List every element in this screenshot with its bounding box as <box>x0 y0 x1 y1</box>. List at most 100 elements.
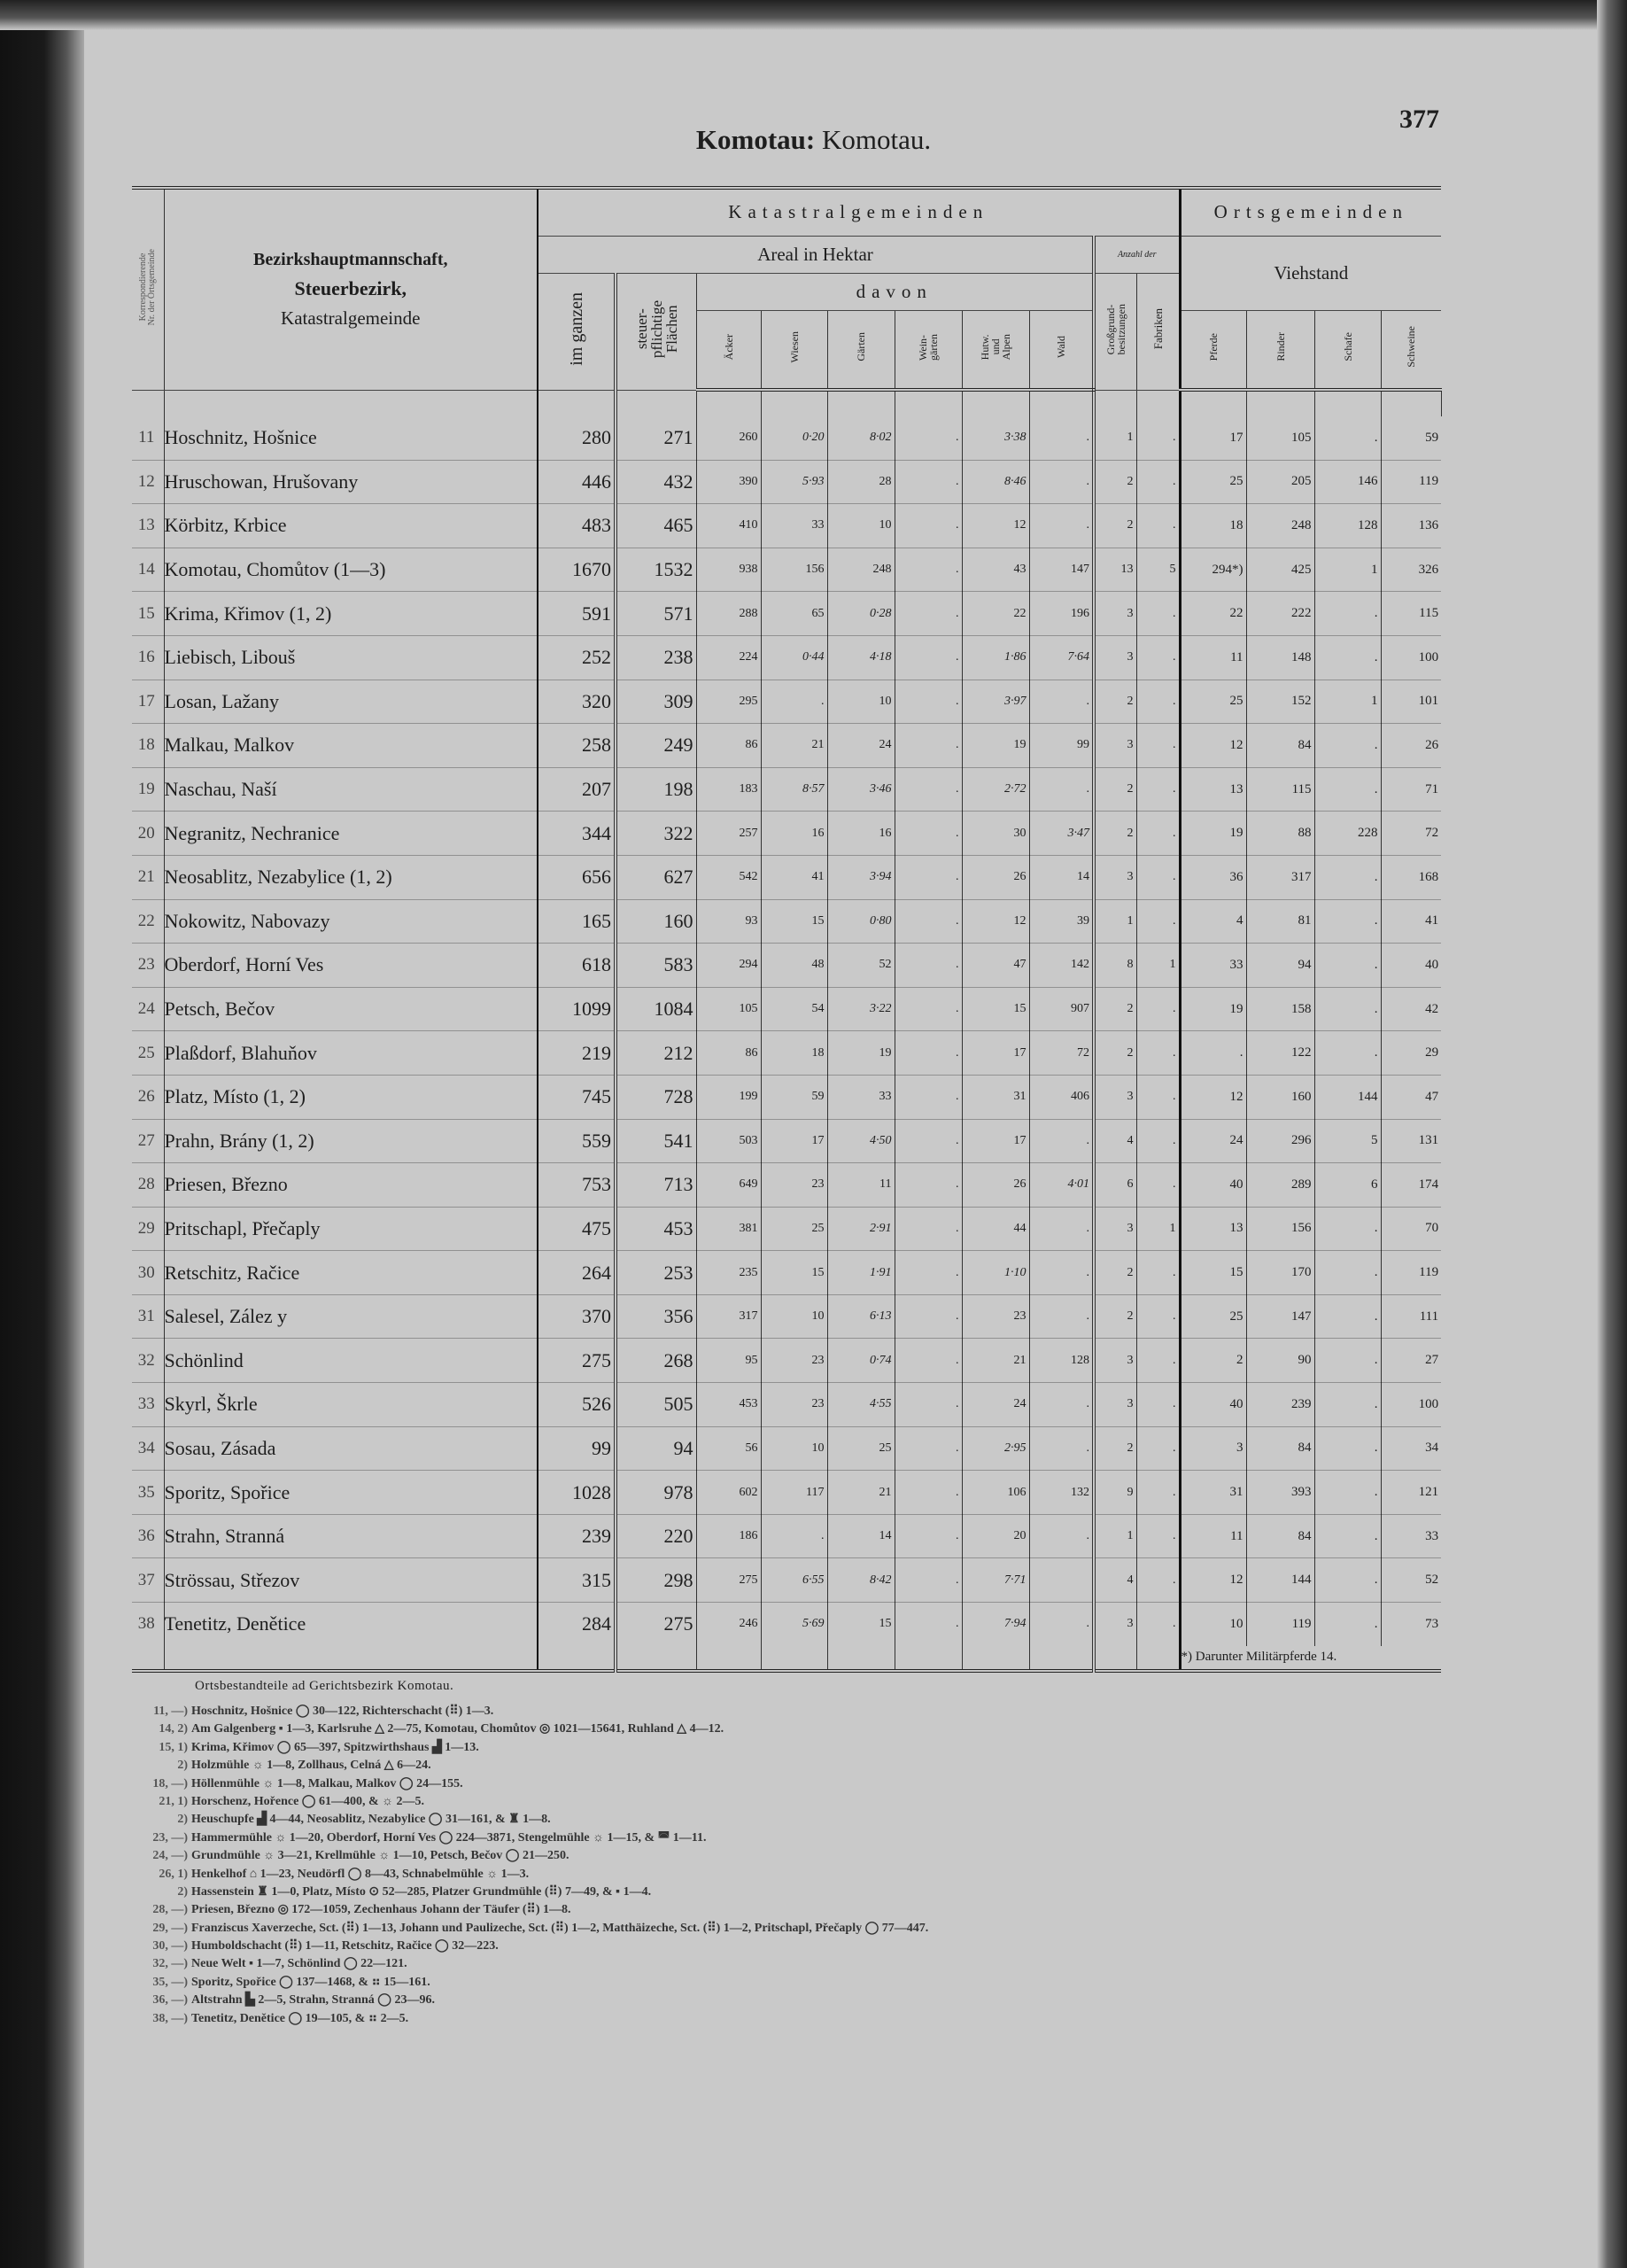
cell-value: 1 <box>1169 958 1176 972</box>
cell-value: 5 <box>1371 1133 1378 1148</box>
cell-aecker: 649 <box>696 1162 762 1208</box>
cell-value: 15 <box>137 603 155 623</box>
cell-value: 239 <box>1291 1396 1312 1411</box>
note-line: 21, 1) Horschenz, Hořence ◯ 61—400, & ☼ 2… <box>133 1793 1515 1811</box>
cell-value: Malkau, Malkov <box>164 734 295 757</box>
cell-steuerpflichtige: 309 <box>616 680 697 725</box>
cell-value: 0·80 <box>870 913 892 928</box>
cell-pferde: 12 <box>1180 723 1247 768</box>
cell-gaerten: 0·80 <box>827 899 895 944</box>
cell-nr: 32 <box>132 1338 165 1384</box>
cell-value: 19 <box>879 1045 892 1060</box>
note-ref: 2) <box>177 1884 188 1899</box>
cell-wald: 72 <box>1029 1030 1096 1076</box>
cell-value: . <box>1086 1265 1090 1279</box>
cell-value: 30 <box>137 1262 155 1282</box>
cell-gaerten: 11 <box>827 1162 895 1208</box>
spacer-cell <box>1136 390 1182 416</box>
cell-im-ganzen: 275 <box>538 1338 617 1384</box>
cell-value: 5·69 <box>802 1617 825 1631</box>
cell-value: Körbitz, Krbice <box>164 514 287 537</box>
cell-im-ganzen: 99 <box>538 1426 617 1472</box>
cell-value: 275 <box>739 1573 758 1587</box>
cell-wiesen: 54 <box>761 987 828 1032</box>
cell-value: 3·38 <box>1004 431 1027 445</box>
cell-value: 1028 <box>572 1480 611 1503</box>
cell-pferde: 36 <box>1180 855 1247 900</box>
cell-wald: 142 <box>1029 943 1096 988</box>
cell-value: 168 <box>1418 869 1439 884</box>
note-line: 2) Heuschupfe ▟ 4—44, Neosablitz, Nezabyl… <box>133 1811 1515 1829</box>
note-ref: 32, —) <box>152 1957 188 1971</box>
cell-value: 23 <box>811 1177 825 1192</box>
header-col-0: Äcker <box>696 310 762 392</box>
cell-value: Komotau, Chomůtov (1—3) <box>164 558 386 581</box>
cell-value: 288 <box>739 606 758 620</box>
cell-value: 248 <box>1291 517 1312 532</box>
cell-weingaerten: . <box>895 1338 963 1384</box>
cell-schweine: 131 <box>1381 1119 1442 1164</box>
cell-value: 24 <box>1013 1397 1027 1411</box>
cell-value: 65 <box>811 606 825 620</box>
cell-steuerpflichtige: 356 <box>616 1294 697 1340</box>
cell-aecker: 453 <box>696 1382 762 1427</box>
cell-value: 24 <box>137 999 155 1019</box>
cell-value: 47 <box>1425 1089 1439 1104</box>
ortsbestandteile-notes: Ortsbestandteile ad Gerichtsbezirk Komot… <box>133 1679 1515 2028</box>
cell-value: 542 <box>739 870 758 884</box>
cell-name: Priesen, Březno <box>164 1162 538 1208</box>
header-katastralgemeinden: Katastralgemeinden <box>538 188 1182 237</box>
cell-aecker: 503 <box>696 1119 762 1164</box>
cell-steuerpflichtige: 271 <box>616 416 697 461</box>
spacer-cell <box>164 390 538 416</box>
cell-value: 11 <box>138 428 155 447</box>
cell-value: . <box>956 1441 959 1455</box>
cell-value: 15 <box>811 1265 825 1279</box>
cell-schafe: . <box>1314 1250 1382 1295</box>
cell-grossgrund: 1 <box>1094 1514 1137 1559</box>
cell-value: 11 <box>879 1177 892 1192</box>
cell-rinder: 296 <box>1246 1119 1315 1164</box>
cell-gaerten: 15 <box>827 1602 895 1646</box>
cell-fabriken: . <box>1136 1338 1182 1384</box>
cell-schweine: 115 <box>1381 591 1442 636</box>
cell-value: 4 <box>1127 1573 1134 1587</box>
cell-schweine: 119 <box>1381 460 1442 505</box>
cell-value: 12 <box>1013 913 1027 928</box>
cell-grossgrund: 1 <box>1094 416 1137 461</box>
cell-value: 15 <box>1013 1002 1027 1016</box>
cell-gaerten: 0·74 <box>827 1338 895 1384</box>
cell-value: 128 <box>1358 517 1378 532</box>
cell-weingaerten: . <box>895 1294 963 1340</box>
cell-fabriken: . <box>1136 811 1182 856</box>
cell-value: 19 <box>1229 1001 1243 1016</box>
cell-value: Liebisch, Libouš <box>164 646 296 669</box>
cell-value: . <box>1086 1221 1090 1235</box>
table-row: 32 Schönlind 275 268 95 23 0·74. 21 128 3. 2 90. 27 <box>132 1338 1442 1384</box>
cell-nr: 28 <box>132 1162 165 1208</box>
cell-value: 656 <box>582 866 611 889</box>
cell-value: 42 <box>1425 1001 1439 1016</box>
header-im-ganzen: im ganzen <box>538 273 617 391</box>
spacer-cell <box>1314 390 1382 416</box>
cell-schafe: . <box>1314 1514 1382 1559</box>
spacer-cell <box>1381 390 1442 416</box>
cell-wald: . <box>1029 1514 1096 1559</box>
note-row-cell <box>1094 1645 1137 1671</box>
table-row: 21 Neosablitz, Nezabylice (1, 2) 656 627 542… <box>132 855 1442 900</box>
cell-grossgrund: 2 <box>1094 680 1137 725</box>
cell-value: . <box>1173 782 1176 796</box>
cell-value: 21 <box>1013 1353 1027 1367</box>
cell-value: 13 <box>1120 563 1134 577</box>
cell-value: 1 <box>1127 913 1134 928</box>
cell-wald: . <box>1029 416 1096 461</box>
cell-value: . <box>1173 1441 1176 1455</box>
cell-fabriken: . <box>1136 1119 1182 1164</box>
cell-steuerpflichtige: 453 <box>616 1207 697 1252</box>
table-row: 34 Sosau, Zásada 99 94 56 10 25. 2·95. 2. 3 84. 34 <box>132 1426 1442 1472</box>
cell-schafe: 6 <box>1314 1162 1382 1208</box>
cell-value: 12 <box>1013 518 1027 532</box>
cell-hutweiden: 7·94 <box>962 1602 1030 1646</box>
cell-value: . <box>1374 737 1378 752</box>
cell-value: 23 <box>811 1397 825 1411</box>
